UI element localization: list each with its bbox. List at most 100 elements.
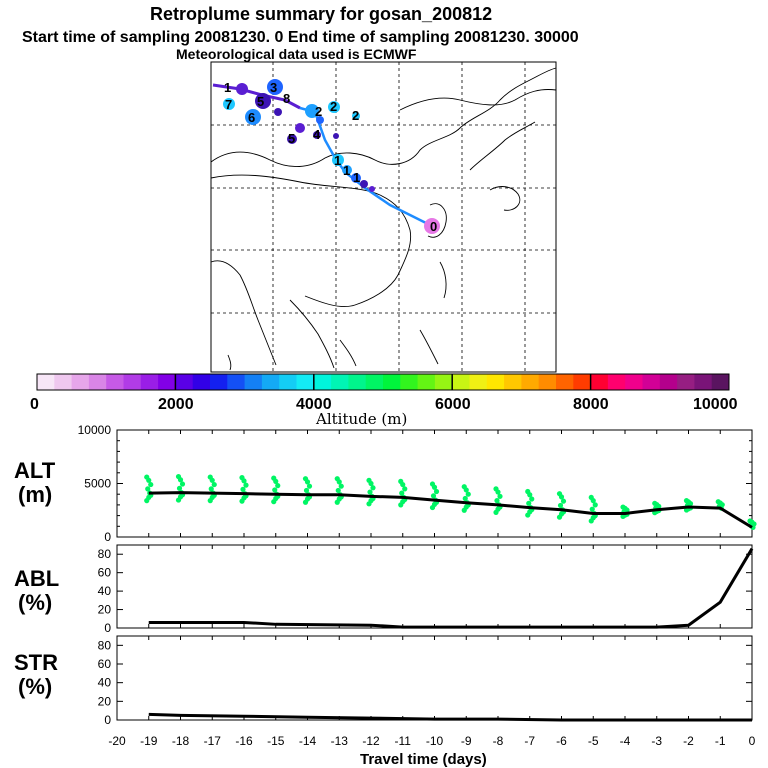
map-panel: 1 3 7 6 5 8 2 2 2 5 4 1 1 1 0 (210, 61, 557, 373)
y-tick-label: 60 (98, 657, 112, 671)
altitude-scatter-point (429, 504, 436, 511)
altitude-scatter-point (177, 477, 184, 483)
altitude-scatter-point (240, 486, 246, 492)
colorbar-swatch (486, 374, 505, 390)
str-line (148, 712, 752, 722)
str-ylabel-top: STR (14, 650, 58, 675)
colorbar-tick-label: 6000 (435, 396, 471, 413)
y-tick-label: 0 (104, 530, 111, 544)
cluster-circle (274, 108, 282, 116)
altitude-colorbar (36, 373, 730, 391)
x-tick-label: -20 (108, 734, 126, 748)
altitude-scatter-point (144, 498, 150, 504)
title-line-2: Start time of sampling 20081230. 0 End t… (22, 29, 579, 46)
altitude-scatter-point (334, 499, 340, 505)
colorbar-tick-label: 10000 (693, 396, 738, 413)
altitude-scatter-point (465, 491, 471, 497)
colorbar-swatch (469, 374, 488, 390)
str-ylabel-bottom: (%) (18, 674, 52, 699)
altitude-scatter-point (557, 502, 564, 509)
cluster-label: 4 (313, 127, 321, 142)
altitude-scatter-point (400, 481, 406, 488)
colorbar-swatch (434, 374, 453, 390)
altitude-scatter-point (493, 509, 499, 515)
altitude-scatter-point (620, 513, 626, 520)
y-tick-label: 5000 (84, 477, 111, 491)
colorbar-swatch (313, 374, 332, 390)
alt-ylabel-top: ALT (14, 458, 56, 483)
altitude-scatter-point (239, 498, 245, 504)
altitude-scatter-point (529, 496, 535, 502)
altitude-scatter-point (306, 483, 313, 489)
cluster-circle (351, 173, 361, 183)
colorbar-swatch (694, 374, 713, 390)
altitude-scatter-point (526, 500, 532, 506)
x-tick-label: -14 (299, 734, 317, 748)
altitude-scatter-point (338, 483, 344, 489)
cluster-circle (316, 116, 324, 124)
cluster-label: 3 (270, 80, 277, 95)
title-line-3: Meteorological data used is ECMWF (176, 46, 417, 62)
cluster-label: 1 (353, 170, 360, 185)
altitude-scatter-point (588, 518, 594, 524)
colorbar-swatch (192, 374, 211, 390)
colorbar-tick-label: 8000 (573, 396, 609, 413)
cluster-label: 0 (430, 219, 437, 234)
colorbar-swatch (521, 374, 540, 390)
colorbar-swatch (625, 374, 643, 390)
coastlines (210, 67, 557, 371)
y-tick-label: 40 (98, 676, 112, 690)
cluster-circle (267, 79, 283, 95)
x-tick-label: -1 (715, 734, 726, 748)
colorbar-label: Altitude (m) (315, 410, 407, 428)
altitude-scatter-point (590, 498, 596, 504)
altitude-scatter-point (592, 502, 598, 508)
cluster-circle (245, 109, 261, 125)
colorbar-tick-label: 2000 (158, 396, 194, 413)
altitude-scatter-point (207, 498, 213, 504)
cluster-circle (313, 131, 321, 139)
panel-frame (116, 635, 753, 721)
x-tick-label: -11 (395, 734, 412, 748)
altitude-scatter-point (430, 493, 437, 499)
colorbar-swatch (158, 374, 176, 390)
colorbar-swatch (175, 374, 194, 390)
colorbar-swatch (400, 374, 419, 390)
altitude-scatter-point (433, 488, 440, 495)
altitude-scatter-point (495, 489, 501, 495)
colorbar-swatch (348, 374, 367, 390)
cluster-label: 2 (315, 104, 322, 119)
y-tick-label: 80 (98, 638, 112, 652)
colorbar-swatch (504, 374, 522, 390)
colorbar-swatch (711, 374, 730, 390)
altitude-scatter-point (463, 487, 469, 493)
x-tick-label: -3 (651, 734, 662, 748)
altitude-scatter-point (589, 506, 595, 512)
altitude-scatter-point (527, 492, 533, 498)
x-tick-label: -16 (235, 734, 253, 748)
colorbar-swatch (140, 374, 159, 390)
abl-line (148, 547, 754, 629)
abl-ylabel-bottom: (%) (18, 590, 52, 615)
y-tick-label: 0 (104, 621, 111, 635)
x-tick-label: -12 (362, 734, 380, 748)
altitude-scatter-point (336, 479, 342, 485)
altitude-scatter-point (303, 487, 310, 494)
colorbar-swatch (106, 374, 124, 390)
colorbar-swatch (659, 374, 678, 390)
colorbar-swatch (452, 374, 470, 390)
altitude-scatter-point (304, 479, 311, 485)
colorbar-tick-label: 0 (30, 396, 39, 413)
trajectory-labels: 1 3 7 6 5 8 2 2 2 5 4 1 1 1 0 (224, 80, 437, 234)
altitude-scatter-point (175, 497, 182, 503)
colorbar-swatch (88, 374, 107, 390)
altitude-scatter-point (525, 512, 531, 518)
x-axis-title: Travel time (days) (360, 751, 487, 768)
colorbar-swatch (331, 374, 349, 390)
altitude-scatter-point (271, 499, 277, 505)
colorbar-swatch (123, 374, 142, 390)
altitude-scatter-point (461, 507, 467, 513)
colorbar-swatch (538, 374, 557, 390)
x-tick-label: 0 (749, 734, 756, 748)
